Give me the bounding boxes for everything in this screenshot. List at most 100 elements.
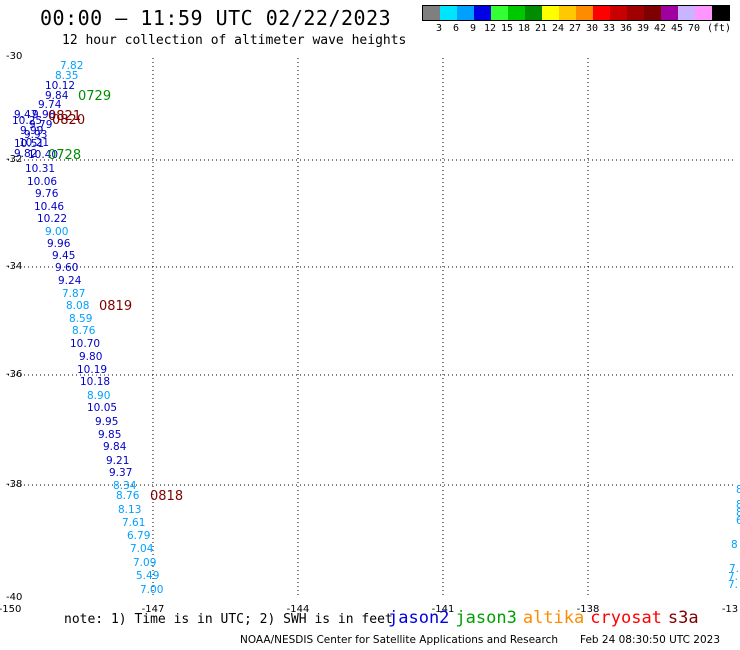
scale-label: 33 xyxy=(602,23,616,34)
wave-height-value: 7.00 xyxy=(140,584,163,596)
scale-swatch xyxy=(593,6,610,20)
scale-swatch xyxy=(440,6,457,20)
scale-swatch xyxy=(610,6,627,20)
wave-height-value: 9.93 xyxy=(24,129,47,141)
scale-label: 42 xyxy=(653,23,667,34)
scale-swatch xyxy=(559,6,576,20)
legend-jason3: jason3 xyxy=(455,608,517,628)
scale-label: 24 xyxy=(551,23,565,34)
wave-height-value: 9.85 xyxy=(98,429,121,441)
page-title: 00:00 – 11:59 UTC 02/22/2023 xyxy=(40,6,392,30)
track-time-label: 0818 xyxy=(150,489,183,504)
wave-height-value: 9.74 xyxy=(38,99,62,111)
wave-height-value: 6.79 xyxy=(127,530,150,542)
wave-height-value: 9.99 xyxy=(20,125,43,137)
scale-swatch xyxy=(712,6,729,20)
x-tick-label: -147 xyxy=(142,604,165,615)
track-time-label: 0728 xyxy=(48,148,81,163)
y-tick-label: -38 xyxy=(6,479,22,490)
wave-height-value: 7.09 xyxy=(133,557,156,569)
x-tick-label: -141 xyxy=(432,604,455,615)
wave-height-value: 8.90 xyxy=(87,390,110,402)
y-axis-ticks: -30 -32 -34 -36 -38 -40 xyxy=(6,51,22,603)
track-time-label: 0820 xyxy=(52,113,85,128)
scale-swatch xyxy=(474,6,491,20)
wave-height-value: 7.87 xyxy=(62,288,85,300)
y-tick-label: -30 xyxy=(6,51,22,62)
wave-height-value: 8.59 xyxy=(69,313,92,325)
scale-swatch xyxy=(627,6,644,20)
wave-height-value: 9.84 xyxy=(45,90,69,102)
scale-label: 21 xyxy=(534,23,548,34)
wave-height-value: 10.12 xyxy=(45,80,75,92)
scale-label: 45 xyxy=(670,23,684,34)
scale-swatch xyxy=(457,6,474,20)
grid-lines xyxy=(8,58,735,598)
satellite-legend: jason2 jason3 altika cryosat s3a xyxy=(388,608,705,628)
page-subtitle: 12 hour collection of altimeter wave hei… xyxy=(62,33,407,48)
y-tick-label: -34 xyxy=(6,261,22,272)
edge-wave-height-value: 7. xyxy=(729,563,739,575)
legend-cryosat: cryosat xyxy=(590,608,662,628)
wave-height-value: 9.24 xyxy=(58,275,82,287)
x-tick-label: -138 xyxy=(577,604,600,615)
x-tick-label: -144 xyxy=(287,604,310,615)
edge-wave-height-value: 8 xyxy=(736,507,740,519)
scale-label: 3 xyxy=(435,23,443,34)
color-scale-labels: 3 6 9 12 15 18 21 24 27 30 33 36 39 42 45 70 (ft) xyxy=(422,21,731,35)
footer-timestamp: Feb 24 08:30:50 UTC 2023 xyxy=(580,634,720,646)
scale-label: 27 xyxy=(568,23,582,34)
scale-swatch xyxy=(423,6,440,20)
scale-swatch xyxy=(491,6,508,20)
x-tick-label: -150 xyxy=(0,604,21,615)
wave-height-value: 10.05 xyxy=(87,402,117,414)
wave-height-value: 9.45 xyxy=(52,250,75,262)
scale-label: 6 xyxy=(452,23,460,34)
wave-height-value: 9.79 xyxy=(29,119,52,131)
wave-height-value: 10.46 xyxy=(34,201,64,213)
wave-height-value: 10.70 xyxy=(70,338,100,350)
wave-height-value: 9.82 xyxy=(14,148,37,160)
wave-height-value: 8.34 xyxy=(113,480,137,492)
wave-height-value: 7.04 xyxy=(130,543,154,555)
wave-height-value: 10.31 xyxy=(25,163,55,175)
wave-height-value: 7.61 xyxy=(122,517,145,529)
wave-height-value: 10.51 xyxy=(14,138,44,150)
wave-height-value: 10.19 xyxy=(77,364,107,376)
scale-swatch xyxy=(695,6,712,20)
scale-swatch xyxy=(678,6,695,20)
legend-jason2: jason2 xyxy=(388,608,450,628)
wave-height-value: 9.95 xyxy=(95,416,118,428)
scale-label: 18 xyxy=(517,23,531,34)
wave-height-value: 8.13 xyxy=(118,504,141,516)
wave-height-value: 9.84 xyxy=(103,441,127,453)
wave-height-value: 9.47 xyxy=(14,109,37,121)
wave-height-labels: 7.828.3510.129.849.749.479.9810.259.799.… xyxy=(12,60,163,596)
scale-swatch xyxy=(542,6,559,20)
scale-label: 15 xyxy=(500,23,514,34)
y-tick-label: -40 xyxy=(6,592,22,603)
wave-height-value: 8.76 xyxy=(116,490,140,502)
edge-wave-height-value: 8 xyxy=(736,499,740,511)
scale-swatch xyxy=(661,6,678,20)
edge-wave-height-value: 7. xyxy=(728,571,738,583)
scale-label: 70 xyxy=(687,23,701,34)
wave-height-value: 9.76 xyxy=(35,188,59,200)
scale-label: 36 xyxy=(619,23,633,34)
wave-height-value: 9.37 xyxy=(109,467,132,479)
x-tick-label: -13 xyxy=(722,604,738,615)
legend-altika: altika xyxy=(522,608,585,628)
legend-s3a: s3a xyxy=(667,608,699,628)
scale-swatch xyxy=(644,6,661,20)
wave-height-value: 8.35 xyxy=(55,70,78,82)
edge-wave-height-value: 7. xyxy=(728,579,738,591)
wave-height-value: 9.21 xyxy=(106,455,129,467)
color-scale: 3 6 9 12 15 18 21 24 27 30 33 36 39 42 45 70 (ft) xyxy=(422,5,731,35)
wave-height-value: 10.40 xyxy=(28,149,58,161)
track-time-label: 0729 xyxy=(78,89,111,104)
track-time-label: 0821 xyxy=(48,109,81,124)
edge-wave-height-value: 8 xyxy=(736,484,740,496)
